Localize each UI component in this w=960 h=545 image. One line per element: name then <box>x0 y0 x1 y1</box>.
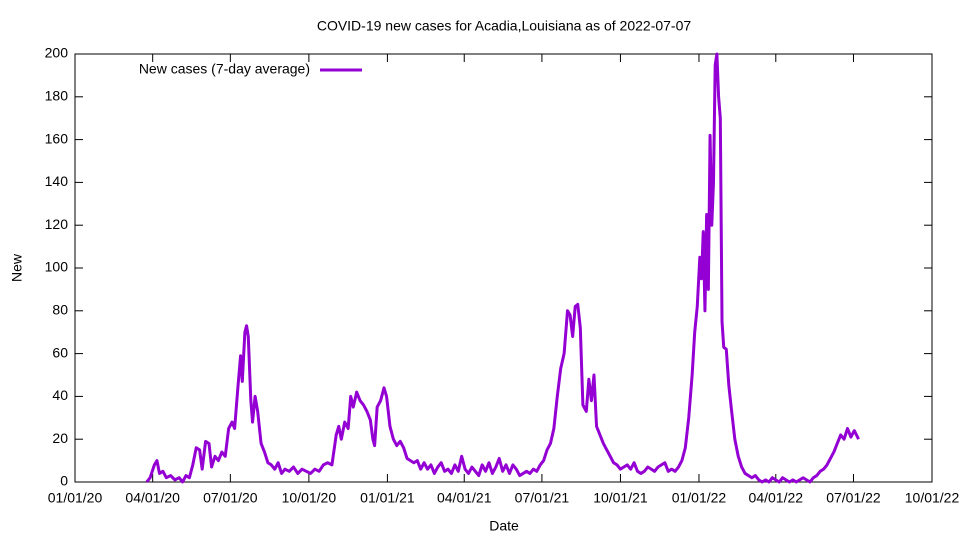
y-tick-label: 200 <box>45 45 69 61</box>
series-line <box>145 52 860 484</box>
y-axis-label: New <box>9 253 25 282</box>
x-tick-label: 10/01/21 <box>593 490 648 506</box>
x-tick-label: 10/01/22 <box>905 490 960 506</box>
y-tick-label: 120 <box>45 216 69 232</box>
x-tick-label: 04/01/22 <box>749 490 804 506</box>
x-tick-label: 01/01/21 <box>360 490 415 506</box>
y-tick-label: 160 <box>45 130 69 146</box>
x-tick-label: 07/01/20 <box>203 490 258 506</box>
x-tick-label: 07/01/22 <box>826 490 881 506</box>
legend-label: New cases (7-day average) <box>139 61 310 77</box>
x-tick-label: 01/01/22 <box>672 490 727 506</box>
y-tick-label: 0 <box>60 473 68 489</box>
y-tick-label: 20 <box>52 430 68 446</box>
y-tick-label: 180 <box>45 88 69 104</box>
chart-title: COVID-19 new cases for Acadia,Louisiana … <box>317 18 692 34</box>
x-tick-label: 04/01/21 <box>437 490 492 506</box>
y-tick-label: 60 <box>52 344 68 360</box>
y-tick-label: 40 <box>52 387 68 403</box>
y-tick-label: 140 <box>45 173 69 189</box>
x-tick-label: 04/01/20 <box>125 490 180 506</box>
x-axis-label: Date <box>489 518 519 534</box>
x-tick-label: 01/01/20 <box>48 490 103 506</box>
plot-frame <box>74 53 933 483</box>
x-tick-label: 10/01/20 <box>282 490 337 506</box>
y-tick-label: 100 <box>45 259 69 275</box>
x-tick-label: 07/01/21 <box>515 490 570 506</box>
y-tick-label: 80 <box>52 302 68 318</box>
